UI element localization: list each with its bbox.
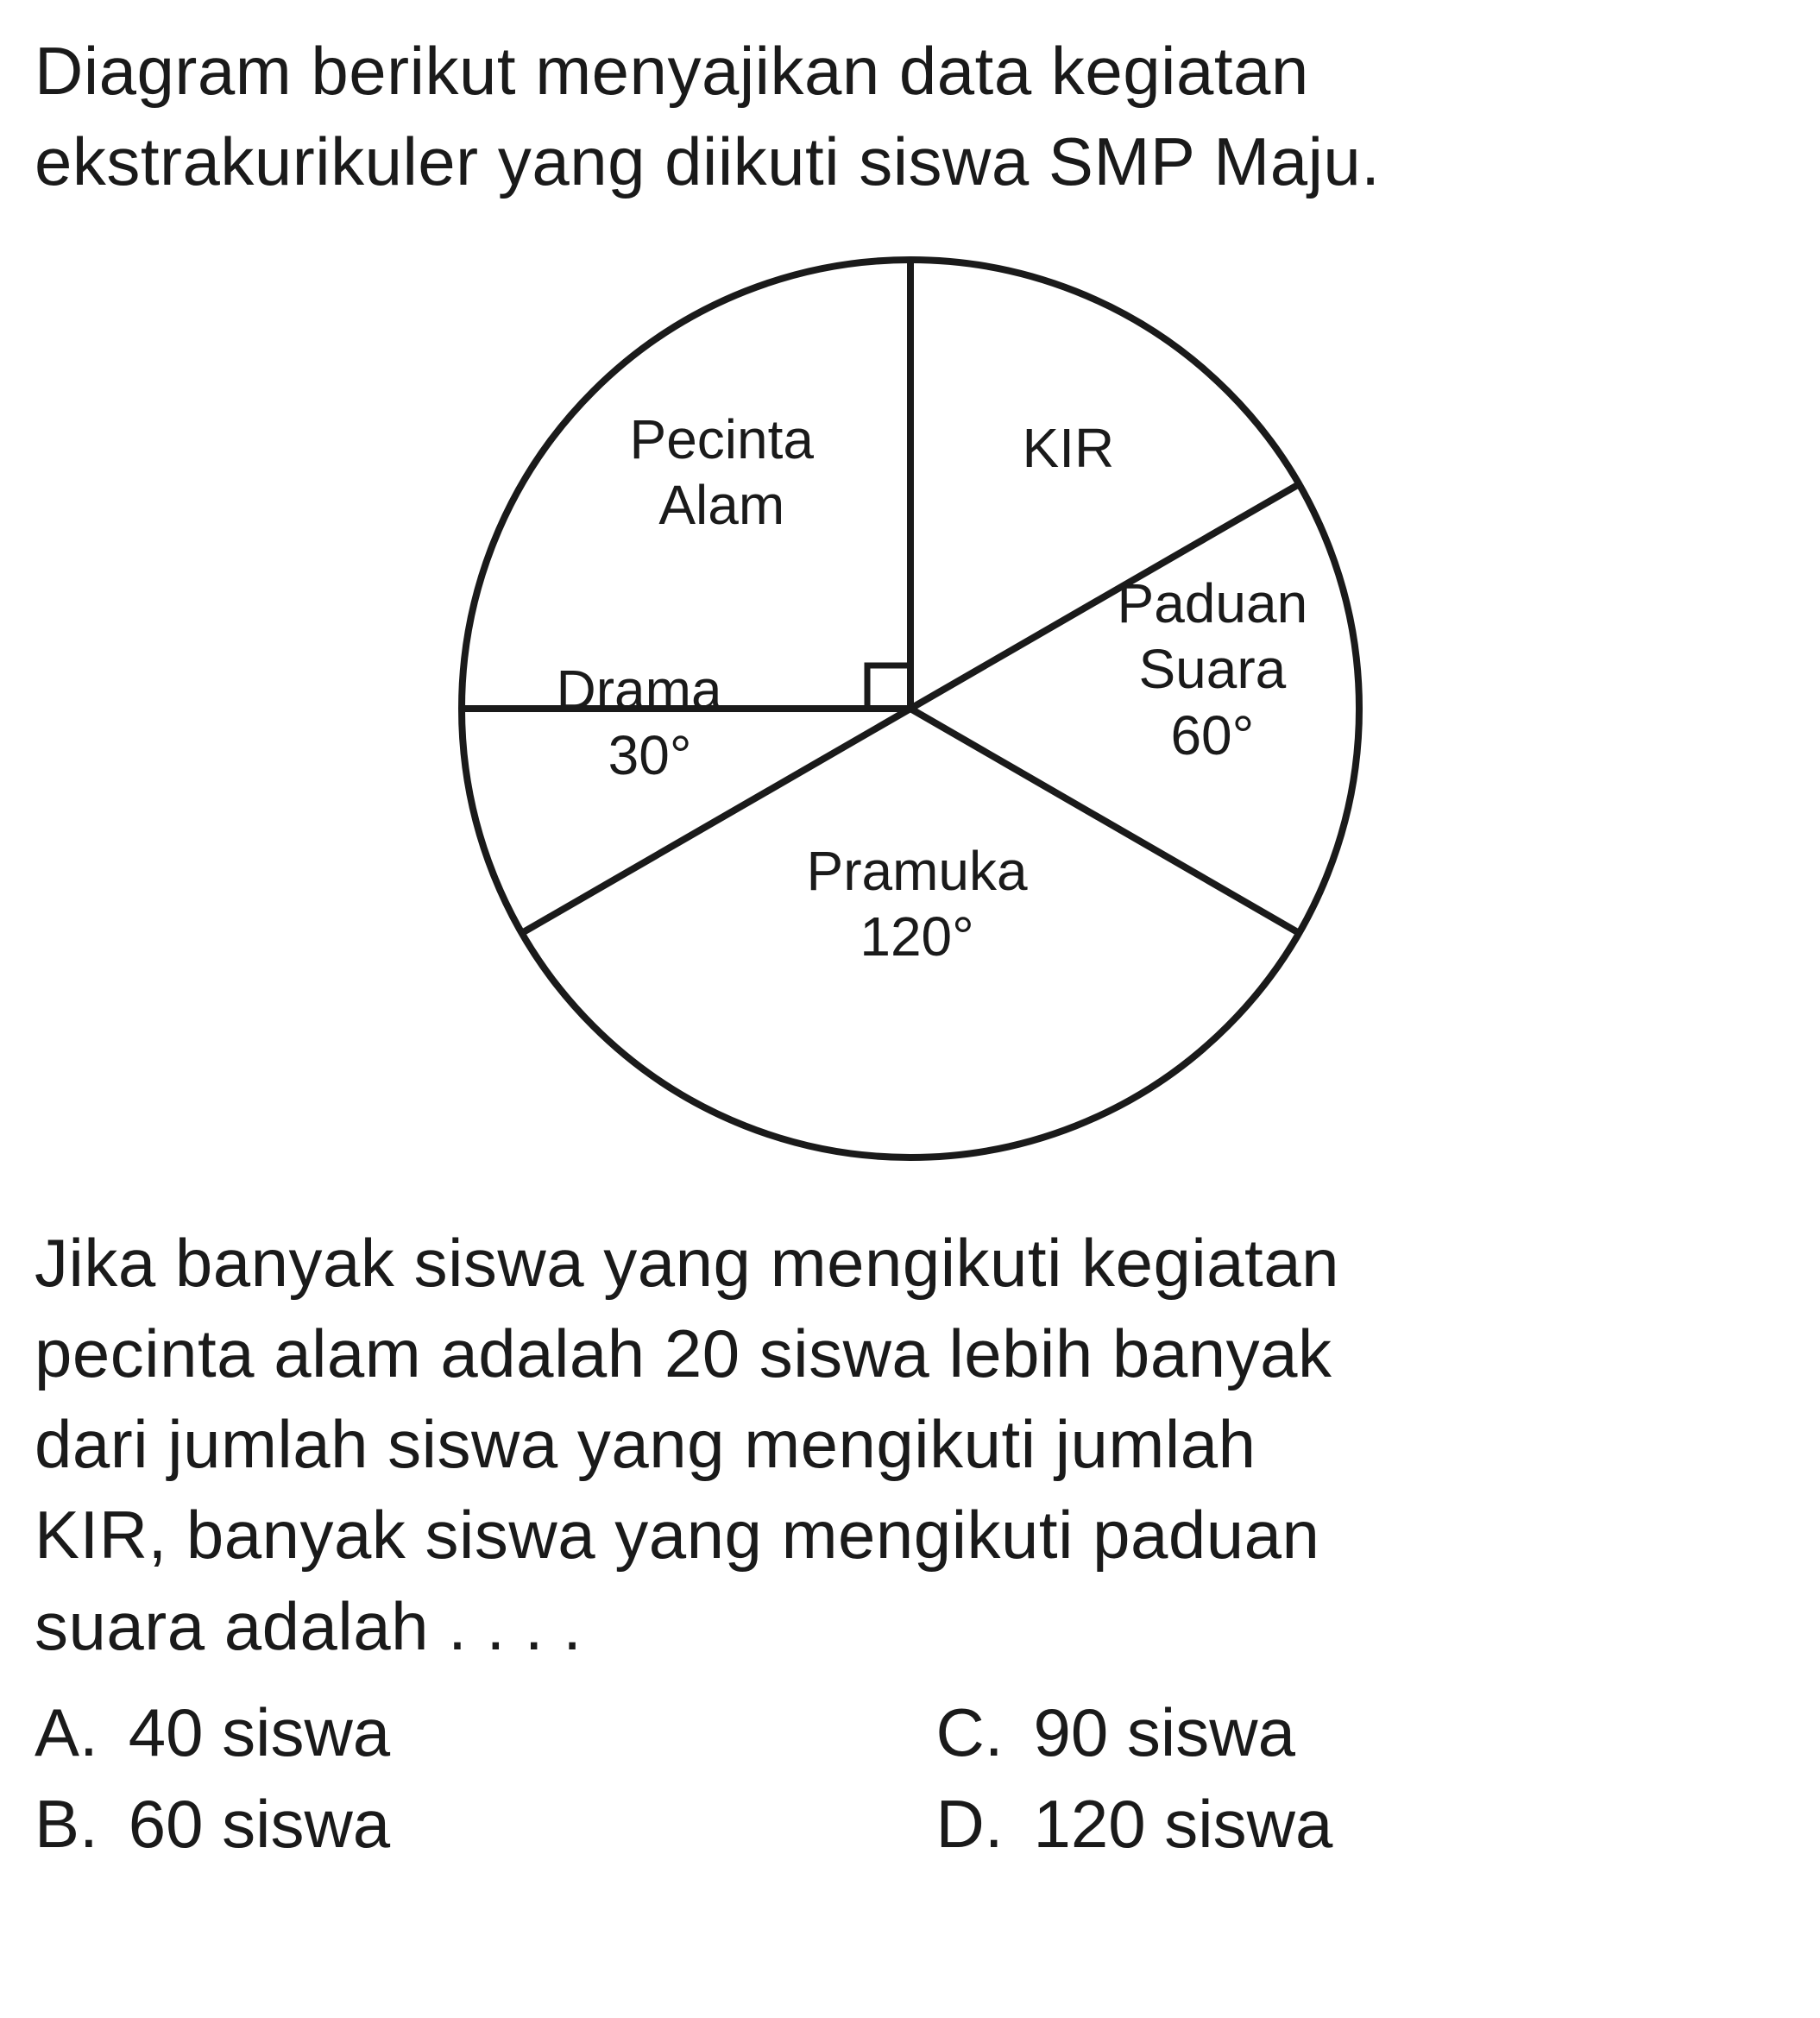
- pie-chart-container: KIR Paduan Suara 60° Pramuka 120° Drama …: [35, 234, 1785, 1183]
- slice-label-drama: Drama 30°: [557, 657, 722, 790]
- option-a-text: 40 siswa: [129, 1693, 390, 1772]
- question-followup: Jika banyak siswa yang mengikuti kegiata…: [35, 1218, 1785, 1672]
- slice-label-paduan: Paduan Suara 60°: [1118, 571, 1308, 769]
- followup-line-5: suara adalah . . . .: [35, 1588, 582, 1664]
- option-d[interactable]: D. 120 siswa: [936, 1785, 1786, 1863]
- followup-line-1: Jika banyak siswa yang mengikuti kegiata…: [35, 1225, 1339, 1301]
- option-c[interactable]: C. 90 siswa: [936, 1693, 1786, 1772]
- followup-line-2: pecinta alam adalah 20 siswa lebih banya…: [35, 1315, 1332, 1391]
- option-b[interactable]: B. 60 siswa: [35, 1785, 885, 1863]
- option-d-text: 120 siswa: [1034, 1785, 1333, 1863]
- slice-label-pramuka: Pramuka 120°: [807, 838, 1028, 971]
- option-a[interactable]: A. 40 siswa: [35, 1693, 885, 1772]
- option-d-letter: D.: [936, 1785, 1004, 1863]
- slice-label-kir: KIR: [1023, 415, 1115, 482]
- intro-line-2: ekstrakurikuler yang diikuti siswa SMP M…: [35, 123, 1380, 199]
- intro-line-1: Diagram berikut menyajikan data kegiatan: [35, 33, 1309, 109]
- option-c-text: 90 siswa: [1034, 1693, 1295, 1772]
- option-c-letter: C.: [936, 1693, 1004, 1772]
- slice-label-pecinta: Pecinta Alam: [630, 407, 814, 539]
- followup-line-3: dari jumlah siswa yang mengikuti jumlah: [35, 1406, 1256, 1482]
- option-b-text: 60 siswa: [129, 1785, 390, 1863]
- answer-options: A. 40 siswa C. 90 siswa B. 60 siswa D. 1…: [35, 1693, 1785, 1863]
- pie-chart: KIR Paduan Suara 60° Pramuka 120° Drama …: [436, 234, 1385, 1183]
- followup-line-4: KIR, banyak siswa yang mengikuti paduan: [35, 1497, 1319, 1573]
- option-b-letter: B.: [35, 1785, 98, 1863]
- question-intro: Diagram berikut menyajikan data kegiatan…: [35, 26, 1785, 208]
- option-a-letter: A.: [35, 1693, 98, 1772]
